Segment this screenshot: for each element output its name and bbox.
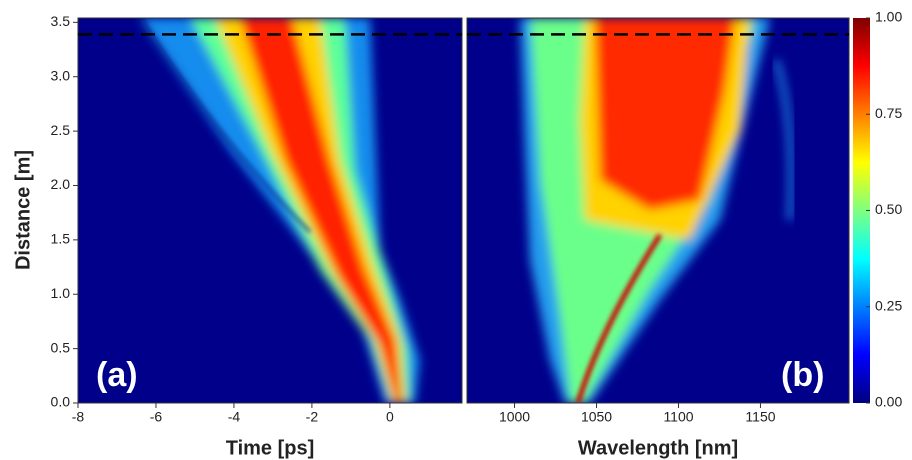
x-tick-label: 1000 xyxy=(499,409,530,425)
x-axis-title: Time [ps] xyxy=(226,437,315,459)
x-tick-label: -8 xyxy=(72,409,85,425)
x-axis-title: Wavelength [nm] xyxy=(578,437,738,459)
x-tick-label: 1100 xyxy=(663,409,693,425)
frame-b xyxy=(466,17,850,404)
y-tick-label: 3.5 xyxy=(51,13,71,29)
x-tick-label: 0 xyxy=(386,409,394,425)
frame-a xyxy=(77,17,463,404)
y-tick-label: 2.0 xyxy=(51,176,71,192)
colorbar-tick-label: 0.75 xyxy=(875,105,902,121)
y-tick-label: 2.5 xyxy=(51,122,71,138)
y-tick-label: 0.0 xyxy=(51,394,71,410)
y-axis-title: Distance [m] xyxy=(12,150,34,270)
y-tick-label: 0.5 xyxy=(51,339,71,355)
colorbar-tick-label: 0.50 xyxy=(875,201,902,217)
panel-label: (a) xyxy=(96,356,138,394)
x-tick-label: -4 xyxy=(228,409,241,425)
heatmap-a xyxy=(78,18,462,403)
colorbar-tick-label: 0.00 xyxy=(875,394,902,410)
x-tick-label: -2 xyxy=(306,409,319,425)
x-tick-label: -6 xyxy=(150,409,163,425)
x-tick-label: 1150 xyxy=(745,409,775,425)
y-tick-label: 3.0 xyxy=(51,67,71,83)
y-tick-label: 1.5 xyxy=(51,231,71,247)
colorbar-tick-label: 0.25 xyxy=(875,297,902,313)
y-tick-label: 1.0 xyxy=(51,285,71,301)
colorbar-tick-label: 1.00 xyxy=(875,9,902,25)
colorbar xyxy=(853,18,870,403)
panel-label: (b) xyxy=(781,356,824,394)
x-tick-label: 1050 xyxy=(581,409,612,425)
heatmap-b xyxy=(467,18,849,403)
